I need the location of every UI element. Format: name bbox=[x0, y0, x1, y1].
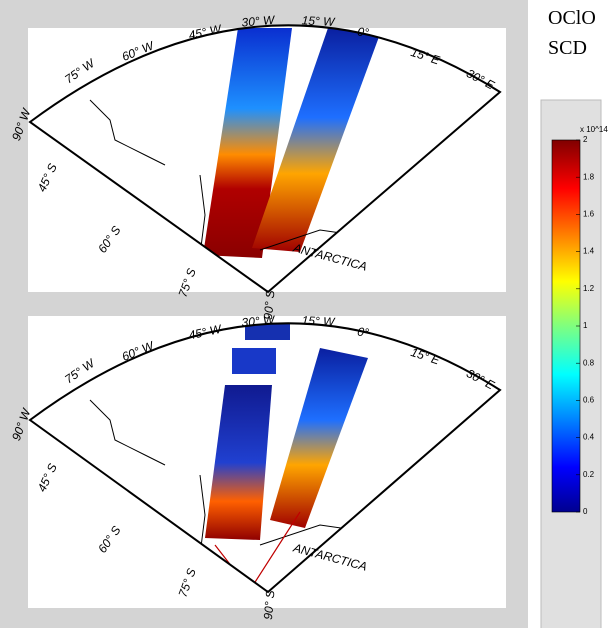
swath bbox=[270, 348, 368, 528]
longitude-label: 0° bbox=[356, 24, 370, 39]
title: SCD bbox=[548, 37, 587, 59]
colorbar-multiplier: x 10^14 bbox=[580, 125, 608, 134]
swath bbox=[252, 28, 380, 252]
colorbar-tick-label: 1.8 bbox=[583, 172, 595, 181]
longitude-label: 15° W bbox=[301, 313, 336, 329]
map-panel bbox=[10, 308, 522, 620]
colorbar-tick-label: 1.2 bbox=[583, 284, 595, 293]
colorbar-tick-label: 0.8 bbox=[583, 358, 595, 367]
latitude-label: 90° S bbox=[261, 290, 278, 321]
longitude-label: 0° bbox=[356, 324, 370, 339]
longitude-label: 30° W bbox=[241, 313, 277, 330]
colorbar-tick-label: 0.6 bbox=[583, 396, 595, 405]
colorbar-tick-label: 0.2 bbox=[583, 470, 595, 479]
longitude-label: 30° W bbox=[241, 13, 277, 30]
map-panel bbox=[28, 24, 506, 294]
colorbar-tick-label: 1 bbox=[583, 321, 588, 330]
colorbar-tick-label: 2 bbox=[583, 135, 588, 144]
colorbar-tick-label: 0 bbox=[583, 507, 588, 516]
latitude-label: 90° S bbox=[261, 590, 278, 621]
colorbar-tick-label: 0.4 bbox=[583, 433, 595, 442]
title: OClO bbox=[548, 7, 596, 29]
colorbar bbox=[551, 139, 581, 513]
swath bbox=[205, 385, 272, 540]
longitude-label: 15° W bbox=[301, 13, 336, 29]
colorbar-tick-label: 1.6 bbox=[583, 210, 595, 219]
swath bbox=[203, 28, 292, 258]
colorbar-tick-label: 1.4 bbox=[583, 247, 595, 256]
